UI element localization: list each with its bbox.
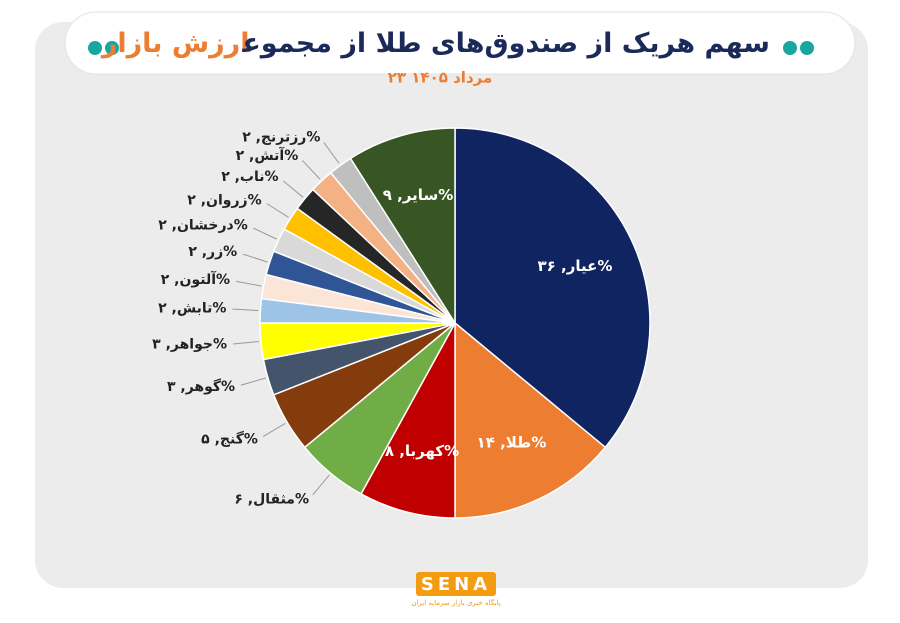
data-label: طلا, ۱۴% — [477, 433, 547, 451]
data-label: عیار, ۳۶% — [538, 257, 613, 275]
leader-line — [266, 203, 289, 218]
pie-slice — [360, 322, 456, 519]
leader-line — [232, 341, 259, 345]
data-label: زر, ۲% — [188, 244, 237, 260]
data-label: جواهر, ۳% — [152, 337, 227, 353]
logo-tagline: پایگاه خبری بازار سرمایه ایران — [411, 598, 500, 607]
data-label: آتش, ۲% — [236, 146, 299, 164]
pie: عیار, ۳۶% طلا, ۱۴% کهربا, ۸% مثقال, ۶% گنج, … — [152, 127, 651, 519]
title-main: سهم هریک از صندوق‌های طلا از مجموع — [241, 28, 770, 59]
quote-icon — [88, 41, 814, 55]
leader-line — [323, 142, 340, 164]
data-label: تابش, ۲% — [158, 301, 226, 317]
data-label: آلتون, ۲% — [161, 270, 230, 288]
logo-name: SENA — [421, 574, 491, 595]
data-label: کهربا, ۸% — [385, 442, 459, 460]
data-label: سایر, ۹% — [383, 186, 453, 204]
data-label: گوهر, ۳% — [167, 378, 235, 395]
pie-slice — [454, 127, 651, 449]
subtitle: ۲۳ مرداد ۱۴۰۵ — [388, 69, 493, 87]
leader-line — [232, 308, 259, 312]
title-highlight: ارزش بازار — [100, 28, 251, 59]
data-label: رزترنج, ۲% — [242, 130, 320, 146]
leader-line — [235, 280, 262, 287]
pie-slice — [454, 321, 607, 519]
data-label: ناب, ۲% — [221, 169, 278, 185]
data-label: گنج, ۵% — [201, 431, 258, 448]
leader-line — [301, 160, 321, 180]
leader-line — [262, 422, 286, 437]
pie-slice — [349, 127, 456, 326]
header — [64, 11, 856, 75]
data-label: مثقال, ۶% — [234, 491, 309, 507]
data-label: درخشان, ۲% — [158, 217, 248, 233]
leader-line — [312, 474, 330, 496]
leader-line — [253, 227, 277, 240]
data-label: زروان, ۲% — [187, 192, 261, 208]
leader-line — [282, 180, 304, 198]
leader-line — [242, 253, 268, 263]
chart-title: سهم هریک از صندوق‌های طلا از مجموعارزش ب… — [100, 28, 770, 59]
logo-box — [416, 572, 496, 596]
leader-line — [240, 377, 266, 386]
